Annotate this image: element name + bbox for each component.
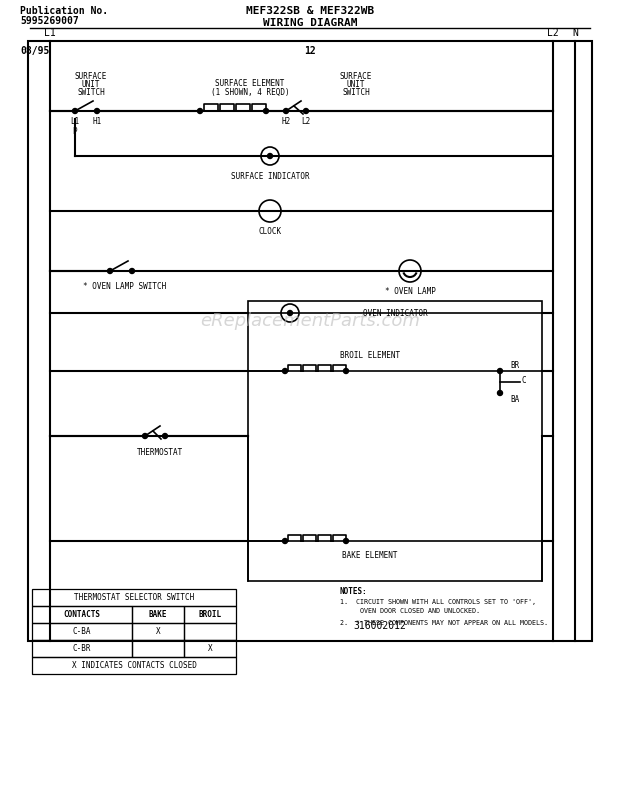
Circle shape <box>198 108 203 113</box>
Text: BAKE ELEMENT: BAKE ELEMENT <box>342 551 398 559</box>
Bar <box>184 640 236 657</box>
Text: * OVEN LAMP: * OVEN LAMP <box>384 286 435 296</box>
Text: X: X <box>208 644 212 653</box>
Text: THERMOSTAT SELECTOR SWITCH: THERMOSTAT SELECTOR SWITCH <box>74 593 194 602</box>
Bar <box>32 623 132 640</box>
Text: L2: L2 <box>547 28 559 38</box>
Bar <box>132 640 184 657</box>
Text: 2.  * THESE COMPONENTS MAY NOT APPEAR ON ALL MODELS.: 2. * THESE COMPONENTS MAY NOT APPEAR ON … <box>340 620 548 626</box>
Bar <box>132 606 184 623</box>
Bar <box>132 623 184 640</box>
Text: H1: H1 <box>92 116 102 126</box>
Circle shape <box>283 539 288 543</box>
Bar <box>248 301 542 581</box>
Text: SWITCH: SWITCH <box>342 88 370 97</box>
Text: BA: BA <box>510 395 519 403</box>
Text: SURFACE: SURFACE <box>340 71 372 81</box>
Text: (1 SHOWN, 4 REQD): (1 SHOWN, 4 REQD) <box>211 88 290 97</box>
Circle shape <box>497 369 502 373</box>
Circle shape <box>143 433 148 438</box>
Text: 5995269007: 5995269007 <box>20 16 79 26</box>
Bar <box>184 623 236 640</box>
Circle shape <box>497 391 502 396</box>
Circle shape <box>304 108 309 113</box>
Text: SURFACE INDICATOR: SURFACE INDICATOR <box>231 172 309 180</box>
Circle shape <box>130 268 135 274</box>
Bar <box>28 41 592 641</box>
Text: 12: 12 <box>304 46 316 56</box>
Text: CONTACTS: CONTACTS <box>63 610 100 619</box>
Circle shape <box>288 311 293 316</box>
Text: SURFACE: SURFACE <box>75 71 107 81</box>
Text: H2: H2 <box>281 116 291 126</box>
Text: Publication No.: Publication No. <box>20 6 108 16</box>
Text: BR: BR <box>510 361 519 369</box>
Circle shape <box>283 108 288 113</box>
Text: eReplacementParts.com: eReplacementParts.com <box>200 312 420 330</box>
Circle shape <box>264 108 268 113</box>
Text: SURFACE ELEMENT: SURFACE ELEMENT <box>215 78 285 88</box>
Bar <box>32 657 236 674</box>
Text: * OVEN LAMP SWITCH: * OVEN LAMP SWITCH <box>83 282 167 290</box>
Text: MEF322SB & MEF322WB: MEF322SB & MEF322WB <box>246 6 374 16</box>
Text: X: X <box>156 627 161 636</box>
Text: WIRING DIAGRAM: WIRING DIAGRAM <box>263 18 357 28</box>
Text: L1: L1 <box>44 28 56 38</box>
Bar <box>32 640 132 657</box>
Text: OVEN DOOR CLOSED AND UNLOCKED.: OVEN DOOR CLOSED AND UNLOCKED. <box>340 608 480 614</box>
Circle shape <box>107 268 112 274</box>
Circle shape <box>343 369 348 373</box>
Text: C-BR: C-BR <box>73 644 91 653</box>
Text: 1.  CIRCUIT SHOWN WITH ALL CONTROLS SET TO 'OFF',: 1. CIRCUIT SHOWN WITH ALL CONTROLS SET T… <box>340 599 536 605</box>
Circle shape <box>283 369 288 373</box>
Text: UNIT: UNIT <box>347 80 365 89</box>
Text: OVEN INDICATOR: OVEN INDICATOR <box>363 308 427 317</box>
Bar <box>184 606 236 623</box>
Circle shape <box>267 153 273 158</box>
Bar <box>32 606 132 623</box>
Text: X INDICATES CONTACTS CLOSED: X INDICATES CONTACTS CLOSED <box>71 661 197 670</box>
Circle shape <box>343 539 348 543</box>
Circle shape <box>162 433 167 438</box>
Text: N: N <box>572 28 578 38</box>
Text: L2: L2 <box>301 116 311 126</box>
Text: C-BA: C-BA <box>73 627 91 636</box>
Circle shape <box>73 108 78 113</box>
Text: THERMOSTAT: THERMOSTAT <box>137 448 183 456</box>
Text: C: C <box>522 376 526 384</box>
Text: BAKE: BAKE <box>149 610 167 619</box>
Text: P: P <box>73 127 78 135</box>
Text: BROIL ELEMENT: BROIL ELEMENT <box>340 350 400 359</box>
Text: NOTES:: NOTES: <box>340 586 368 596</box>
Text: UNIT: UNIT <box>82 80 100 89</box>
Text: L1: L1 <box>71 116 79 126</box>
Text: SWITCH: SWITCH <box>77 88 105 97</box>
Text: 316002012: 316002012 <box>353 621 407 631</box>
Text: CLOCK: CLOCK <box>259 226 281 236</box>
Bar <box>32 589 236 606</box>
Text: 08/95: 08/95 <box>20 46 50 56</box>
Text: BROIL: BROIL <box>198 610 221 619</box>
Circle shape <box>94 108 99 113</box>
